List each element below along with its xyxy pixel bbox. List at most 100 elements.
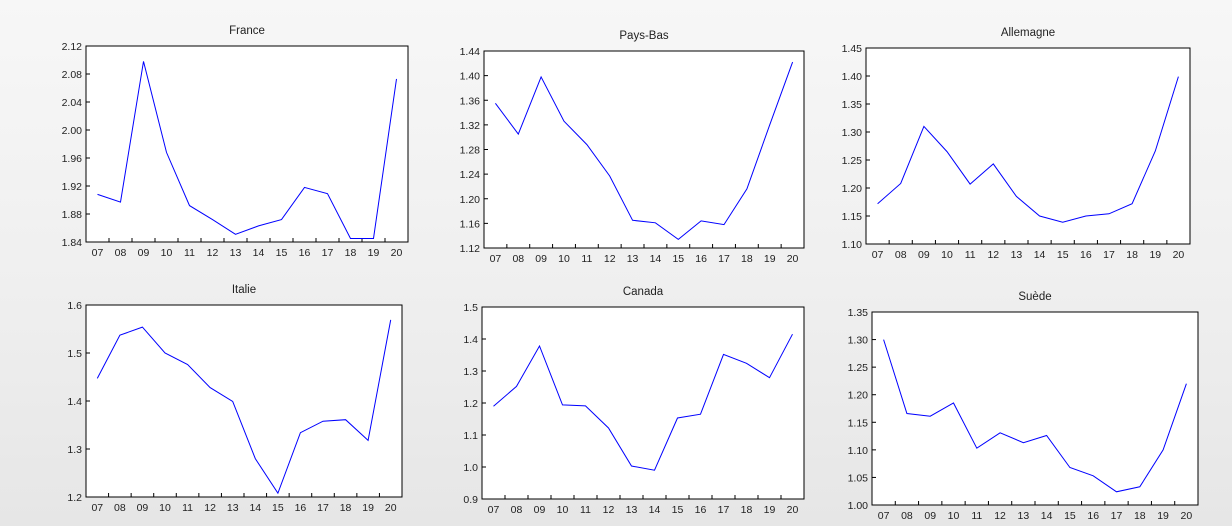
- x-tick-label: 08: [901, 510, 913, 522]
- x-tick-label: 11: [182, 502, 193, 514]
- series-line: [883, 339, 1187, 493]
- series-line: [493, 333, 793, 471]
- data-point: [676, 417, 679, 420]
- y-tick-label: 1.16: [460, 218, 481, 230]
- x-tick-label: 18: [741, 253, 753, 265]
- y-tick-label: 1.20: [842, 183, 863, 195]
- data-point: [1115, 490, 1118, 493]
- x-tick-label: 07: [878, 510, 890, 522]
- data-point: [231, 400, 234, 403]
- data-point: [299, 431, 302, 434]
- x-tick-label: 11: [971, 510, 982, 522]
- x-tick-label: 09: [534, 504, 546, 516]
- data-point: [326, 192, 329, 195]
- x-tick-label: 16: [295, 502, 307, 514]
- x-tick-label: 15: [672, 504, 684, 516]
- y-tick-label: 1.2: [463, 398, 478, 410]
- data-point: [395, 77, 398, 80]
- data-point: [899, 182, 902, 185]
- data-point: [188, 204, 191, 207]
- data-point: [882, 338, 885, 341]
- data-point: [768, 123, 771, 126]
- y-tick-label: 1.30: [842, 127, 863, 139]
- data-point: [1045, 434, 1048, 437]
- data-point: [234, 233, 237, 236]
- data-point: [630, 465, 633, 468]
- y-tick-label: 0.9: [463, 494, 478, 506]
- x-tick-label: 14: [253, 247, 265, 259]
- y-tick-label: 1.40: [460, 71, 481, 83]
- x-tick-label: 16: [1087, 510, 1099, 522]
- data-point: [1177, 75, 1180, 78]
- x-tick-label: 09: [138, 247, 150, 259]
- y-tick-label: 1.1: [463, 430, 478, 442]
- y-tick-label: 1.5: [67, 348, 82, 360]
- data-point: [791, 333, 794, 336]
- data-point: [1015, 195, 1018, 198]
- x-tick-label: 19: [368, 247, 380, 259]
- x-tick-label: 09: [924, 510, 936, 522]
- y-tick-label: 1.2: [67, 492, 82, 504]
- data-point: [322, 420, 325, 423]
- x-tick-label: 17: [322, 247, 334, 259]
- data-point: [303, 186, 306, 189]
- x-tick-label: 17: [718, 253, 730, 265]
- plot-area: [481, 306, 805, 500]
- x-tick-label: 10: [948, 510, 960, 522]
- x-tick-label: 20: [787, 504, 799, 516]
- y-tick-label: 1.15: [848, 417, 869, 429]
- data-point: [1131, 202, 1134, 205]
- data-point: [653, 469, 656, 472]
- y-tick-label: 2.12: [62, 41, 83, 53]
- x-tick-label: 14: [650, 253, 662, 265]
- y-tick-label: 1.92: [62, 181, 83, 193]
- data-point: [607, 426, 610, 429]
- x-tick-label: 18: [741, 504, 753, 516]
- x-tick-label: 16: [299, 247, 311, 259]
- data-point: [118, 334, 121, 337]
- y-tick-label: 1.10: [848, 445, 869, 457]
- data-point: [969, 183, 972, 186]
- data-point: [992, 162, 995, 165]
- y-tick-label: 1.6: [67, 300, 82, 312]
- x-tick-label: 20: [1173, 249, 1185, 261]
- x-tick-label: 09: [137, 502, 149, 514]
- chart-title: Pays-Bas: [619, 30, 668, 42]
- x-tick-label: 12: [603, 504, 615, 516]
- x-tick-label: 08: [511, 504, 523, 516]
- data-point: [876, 202, 879, 205]
- x-tick-label: 14: [249, 502, 261, 514]
- x-tick-label: 16: [1080, 249, 1092, 261]
- y-tick-label: 1.35: [842, 99, 863, 111]
- data-point: [538, 345, 541, 348]
- x-tick-label: 12: [994, 510, 1006, 522]
- x-tick-label: 07: [488, 504, 500, 516]
- x-tick-label: 13: [1011, 249, 1023, 261]
- data-point: [905, 412, 908, 415]
- data-point: [254, 457, 257, 460]
- plot-area: [483, 50, 805, 249]
- data-point: [142, 60, 145, 63]
- x-tick-label: 15: [672, 253, 684, 265]
- y-tick-label: 2.04: [62, 97, 83, 109]
- data-point: [631, 219, 634, 222]
- x-tick-label: 17: [718, 504, 730, 516]
- series-line: [96, 319, 392, 495]
- y-tick-label: 1.45: [842, 43, 863, 55]
- data-point: [1162, 448, 1165, 451]
- x-tick-label: 14: [1041, 510, 1053, 522]
- data-point: [344, 418, 347, 421]
- plot-area: [85, 304, 403, 498]
- data-point: [280, 218, 283, 221]
- data-point: [723, 223, 726, 226]
- x-tick-label: 11: [581, 253, 592, 265]
- data-point: [517, 133, 520, 136]
- x-tick-label: 15: [1057, 249, 1069, 261]
- y-tick-label: 1.25: [842, 155, 863, 167]
- x-tick-label: 18: [345, 247, 357, 259]
- chart-title: France: [229, 25, 265, 37]
- y-tick-label: 2.08: [62, 69, 83, 81]
- x-tick-label: 11: [184, 247, 195, 259]
- data-point: [585, 143, 588, 146]
- x-tick-label: 11: [580, 504, 591, 516]
